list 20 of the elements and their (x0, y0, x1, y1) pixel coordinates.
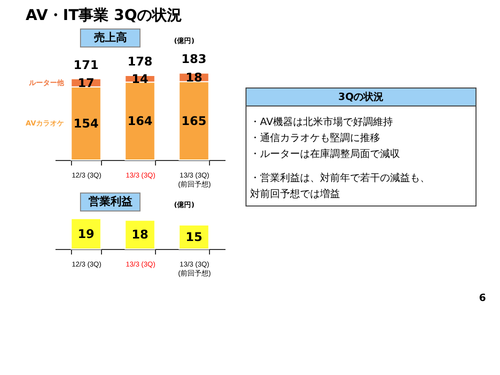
data-label: 154 (74, 116, 99, 130)
chart-title: 営業利益 (88, 195, 132, 208)
data-label: 15 (186, 230, 202, 244)
data-label: 18 (132, 228, 148, 242)
data-label: 18 (186, 70, 202, 84)
total-label: 183 (181, 52, 206, 66)
data-label: 17 (78, 76, 94, 90)
text: 6 (479, 293, 486, 304)
data-label: 165 (181, 114, 206, 128)
text: ・通信カラオケも堅調に推移 (250, 132, 380, 144)
chart-subtitle: 売上高 (94, 31, 127, 44)
text: ・ルーターは在庫調整局面で減収 (250, 148, 400, 160)
text: ・営業利益は、対前年で若干の減益も、対前回予想では増益 (250, 172, 430, 200)
chart-title: AV・IT事業 3Qの状況 (26, 6, 182, 24)
data-label: 164 (127, 114, 153, 128)
total-label: 171 (74, 58, 99, 72)
text: 3Qの状況 (338, 91, 384, 103)
data-label: 19 (78, 226, 94, 241)
text: ・AV機器は北米市場で好調維持 (250, 116, 394, 128)
total-label: 178 (127, 54, 153, 68)
